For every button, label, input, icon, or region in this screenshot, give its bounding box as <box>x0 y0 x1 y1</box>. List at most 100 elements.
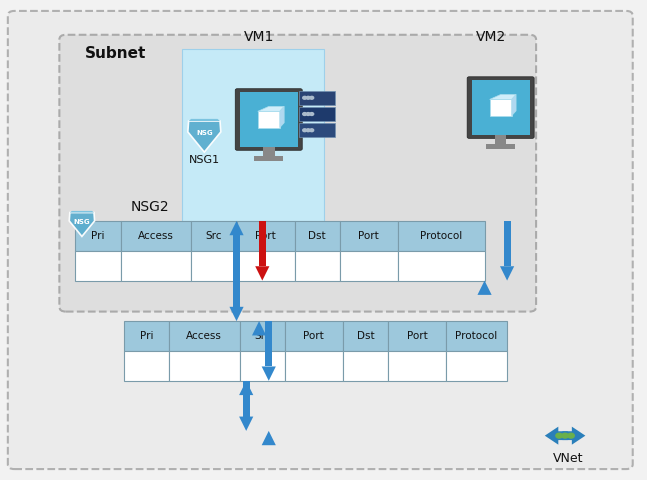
Circle shape <box>303 129 307 132</box>
Polygon shape <box>490 95 516 99</box>
Circle shape <box>306 113 310 116</box>
Polygon shape <box>252 321 266 336</box>
Bar <box>388 321 446 351</box>
Polygon shape <box>261 431 276 445</box>
Circle shape <box>562 433 568 438</box>
Polygon shape <box>70 211 94 213</box>
Bar <box>240 351 285 381</box>
Polygon shape <box>545 427 568 444</box>
Text: Dst: Dst <box>356 331 374 341</box>
Text: Subnet: Subnet <box>85 47 146 61</box>
Text: Port: Port <box>303 331 324 341</box>
FancyBboxPatch shape <box>236 89 302 150</box>
Bar <box>343 351 388 381</box>
Bar <box>258 111 280 128</box>
Text: Access: Access <box>138 231 174 241</box>
Bar <box>300 107 334 121</box>
Polygon shape <box>477 281 492 295</box>
Bar <box>300 91 334 105</box>
Bar <box>486 144 515 149</box>
Circle shape <box>310 96 314 99</box>
Polygon shape <box>255 266 269 281</box>
Bar <box>340 251 398 281</box>
Bar <box>182 49 324 221</box>
FancyBboxPatch shape <box>8 11 633 469</box>
Text: Src: Src <box>206 231 222 241</box>
Text: NSG2: NSG2 <box>130 200 169 214</box>
Text: NSG: NSG <box>196 131 213 136</box>
Bar <box>259 221 266 266</box>
Bar <box>237 221 294 251</box>
Text: Port: Port <box>358 231 379 241</box>
Text: NSG: NSG <box>74 219 90 225</box>
Bar <box>237 251 294 281</box>
Bar <box>240 321 285 351</box>
Polygon shape <box>230 221 244 235</box>
Text: Protocol: Protocol <box>420 231 462 241</box>
Text: VM1: VM1 <box>244 30 274 44</box>
Bar <box>398 221 485 251</box>
Bar <box>265 321 272 366</box>
FancyBboxPatch shape <box>467 77 534 138</box>
Bar <box>294 251 340 281</box>
Bar <box>124 321 169 351</box>
Bar <box>300 123 334 137</box>
Bar <box>192 251 237 281</box>
Text: Dst: Dst <box>308 231 326 241</box>
Bar <box>120 251 192 281</box>
Circle shape <box>310 129 314 132</box>
Bar <box>340 221 398 251</box>
Text: NSG1: NSG1 <box>189 155 220 165</box>
Bar <box>446 321 507 351</box>
Polygon shape <box>261 366 276 381</box>
Text: Port: Port <box>406 331 427 341</box>
Text: VNet: VNet <box>553 452 584 466</box>
Polygon shape <box>562 427 586 444</box>
Circle shape <box>568 433 575 438</box>
Bar <box>240 92 298 147</box>
Bar <box>285 351 343 381</box>
Bar <box>120 221 192 251</box>
Bar <box>343 321 388 351</box>
Circle shape <box>306 96 310 99</box>
Circle shape <box>556 433 562 438</box>
Text: Pri: Pri <box>140 331 153 341</box>
FancyBboxPatch shape <box>60 35 536 312</box>
Text: Protocol: Protocol <box>455 331 498 341</box>
Polygon shape <box>512 95 516 116</box>
Polygon shape <box>189 119 220 121</box>
Bar <box>388 351 446 381</box>
Bar <box>294 221 340 251</box>
Bar <box>192 221 237 251</box>
Polygon shape <box>188 121 221 152</box>
Text: Access: Access <box>186 331 223 341</box>
Bar <box>398 251 485 281</box>
Bar <box>243 381 250 417</box>
Polygon shape <box>280 107 284 128</box>
Circle shape <box>303 113 307 116</box>
Polygon shape <box>258 107 284 111</box>
Bar <box>503 221 510 266</box>
Polygon shape <box>500 266 514 281</box>
Polygon shape <box>239 381 253 395</box>
Text: Src: Src <box>254 331 270 341</box>
Circle shape <box>310 113 314 116</box>
Bar <box>285 321 343 351</box>
Circle shape <box>303 96 307 99</box>
Bar <box>76 221 120 251</box>
Polygon shape <box>230 307 244 321</box>
Bar <box>233 235 240 281</box>
Bar <box>233 281 240 307</box>
Bar <box>446 351 507 381</box>
Bar <box>76 251 120 281</box>
Text: Port: Port <box>255 231 276 241</box>
Circle shape <box>306 129 310 132</box>
Bar <box>472 80 530 135</box>
Polygon shape <box>239 417 253 431</box>
Bar <box>124 351 169 381</box>
Bar <box>490 99 512 116</box>
Bar <box>254 156 283 161</box>
Text: Pri: Pri <box>91 231 105 241</box>
Bar <box>169 351 240 381</box>
Polygon shape <box>69 213 94 237</box>
